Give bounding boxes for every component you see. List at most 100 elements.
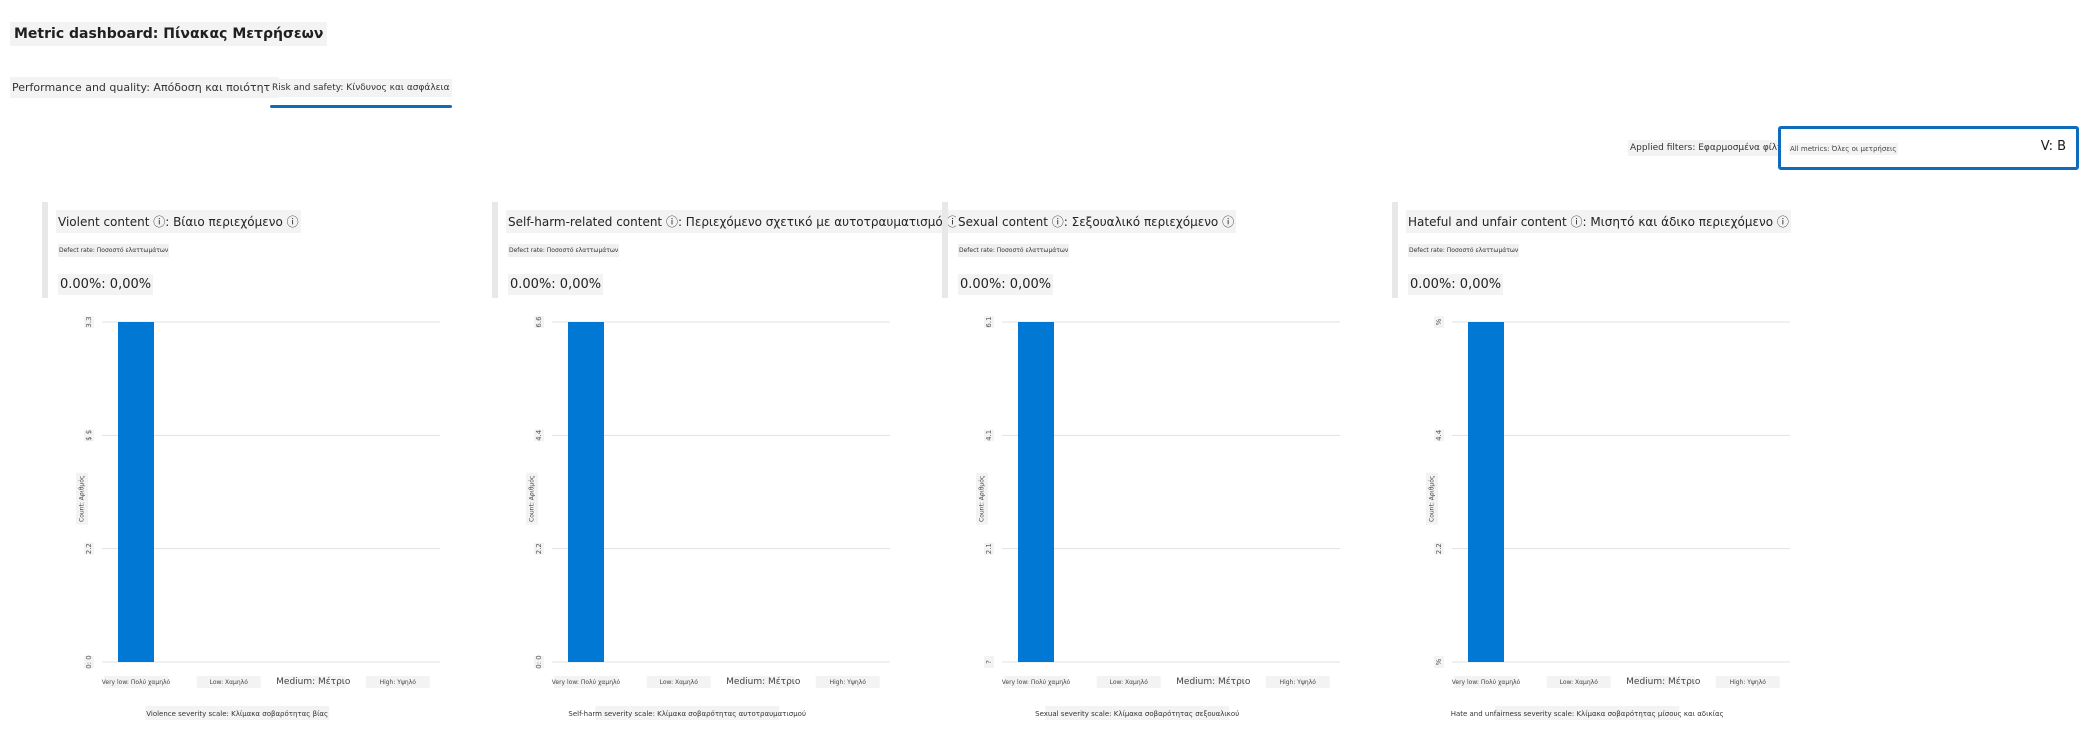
card-title: Violent content ⓘ: Βίαιο περιεχόμενο ⓘ xyxy=(56,210,301,233)
x-tick-label: High: Υψηλό xyxy=(830,679,867,686)
defect-rate-value: 0.00%: 0,00% xyxy=(1408,274,1504,295)
bar-0 xyxy=(118,322,154,662)
y-axis-label-background xyxy=(76,472,88,525)
tab-risk-safety[interactable]: Risk and safety: Κίνδυνος και ασφάλεια xyxy=(270,72,452,108)
y-tick-background xyxy=(534,656,544,668)
y-tick-background xyxy=(84,542,94,555)
y-tick-background xyxy=(1434,429,1444,442)
y-tick-background xyxy=(984,316,994,328)
violent-content-card: Violent content ⓘ: Βίαιο περιεχόμενο ⓘ D… xyxy=(42,200,462,740)
x-tick-background xyxy=(281,676,346,688)
defect-rate-value: 0.00%: 0,00% xyxy=(58,274,154,295)
bar-0 xyxy=(568,322,604,662)
y-tick-label: $ $ xyxy=(85,430,93,441)
y-axis-label-background xyxy=(526,472,538,525)
x-axis-label: Sexual severity scale: Κλίμακα σοβαρότητ… xyxy=(1035,710,1239,718)
y-tick-background xyxy=(984,429,994,442)
x-tick-background xyxy=(646,676,711,688)
x-tick-label: Medium: Μέτριο xyxy=(726,676,801,687)
bar-0 xyxy=(1018,322,1054,662)
x-tick-label: Medium: Μέτριο xyxy=(1626,676,1701,687)
y-tick-label: 2.2 xyxy=(1435,543,1443,554)
metrics-filter-dropdown[interactable]: All metrics: Όλες οι μετρήσεις V: B xyxy=(1778,126,2079,170)
y-tick-background xyxy=(84,316,94,328)
applied-filters-label: Applied filters: Εφαρμοσμένα φίλτρα xyxy=(1628,140,1797,156)
y-tick-background xyxy=(984,656,994,668)
severity-bar-chart: ? 2.1 4.1 6.1 Count: Αριθμός Very low: Πολύ χ… xyxy=(976,316,1340,720)
chevron-down-icon: V: B xyxy=(2040,139,2066,154)
severity-bar-chart: 0: 0 2.2 $ $ 3.3 Count: Αριθμός Very low: Πολ… xyxy=(76,316,440,720)
card-title: Sexual content ⓘ: Σεξουαλικό περιεχόμενο… xyxy=(956,210,1237,233)
x-tick-label: High: Υψηλό xyxy=(380,679,417,686)
card-accent-bar xyxy=(942,202,948,298)
x-axis-label: Self-harm severity scale: Κλίμακα σοβαρό… xyxy=(568,710,806,718)
y-tick-label: % xyxy=(1435,658,1443,665)
y-tick-background xyxy=(534,429,544,442)
sexual-content-card: Sexual content ⓘ: Σεξουαλικό περιεχόμενο… xyxy=(942,200,1362,740)
y-tick-background xyxy=(534,316,544,328)
x-axis-label-background xyxy=(1045,706,1230,720)
x-tick-background xyxy=(196,676,261,688)
x-tick-background xyxy=(554,676,618,688)
x-tick-label: High: Υψηλό xyxy=(1730,679,1767,686)
y-tick-label: 4.1 xyxy=(985,430,993,441)
x-tick-background xyxy=(1631,676,1696,688)
defect-rate-label: Defect rate: Ποσοστό ελαττωμάτων xyxy=(958,244,1070,257)
y-tick-label: 0: 0 xyxy=(85,655,93,669)
x-tick-label: Very low: Πολύ χαμηλό xyxy=(102,679,171,686)
x-tick-label: Low: Χαμηλό xyxy=(210,679,249,686)
x-tick-label: High: Υψηλό xyxy=(1280,679,1317,686)
y-tick-background xyxy=(534,542,544,555)
y-tick-label: 6.1 xyxy=(985,316,993,327)
x-tick-label: Very low: Πολύ χαμηλό xyxy=(1002,679,1071,686)
x-tick-background xyxy=(815,676,880,688)
tab-performance-quality[interactable]: Performance and quality: Απόδοση και ποι… xyxy=(10,72,280,104)
defect-rate-value: 0.00%: 0,00% xyxy=(508,274,604,295)
x-axis-label-background xyxy=(1495,706,1680,720)
x-tick-label: Very low: Πολύ χαμηλό xyxy=(1452,679,1521,686)
y-axis-label: Count: Αριθμός xyxy=(529,476,536,522)
y-tick-label: ? xyxy=(985,660,993,664)
y-axis-label: Count: Αριθμός xyxy=(79,476,86,522)
card-accent-bar xyxy=(492,202,498,298)
x-tick-background xyxy=(731,676,796,688)
x-tick-background xyxy=(1096,676,1161,688)
y-tick-label: % xyxy=(1435,318,1443,325)
y-tick-label: 4.4 xyxy=(535,429,543,441)
y-tick-background xyxy=(84,429,94,442)
x-tick-label: Low: Χαμηλό xyxy=(1110,679,1149,686)
tab-label: Performance and quality: Απόδοση και ποι… xyxy=(10,77,280,98)
y-tick-background xyxy=(984,542,994,555)
severity-bar-chart: 0: 0 2.2 4.4 6.6 Count: Αριθμός Very low: Πολ… xyxy=(526,316,890,720)
y-tick-background xyxy=(84,656,94,668)
y-tick-label: 0: 0 xyxy=(535,655,543,669)
y-tick-label: 2.1 xyxy=(985,543,993,554)
x-tick-label: Very low: Πολύ χαμηλό xyxy=(552,679,621,686)
x-tick-label: Low: Χαμηλό xyxy=(1560,679,1599,686)
y-tick-background xyxy=(1434,656,1444,668)
x-tick-label: Medium: Μέτριο xyxy=(1176,676,1251,687)
defect-rate-value: 0.00%: 0,00% xyxy=(958,274,1054,295)
x-tick-background xyxy=(1265,676,1330,688)
y-tick-label: 3.3 xyxy=(85,316,93,327)
y-tick-label: 6.6 xyxy=(535,316,543,328)
bar-0 xyxy=(1468,322,1504,662)
severity-bar-chart: % 2.2 4.4% Count: Αριθμός Very low: Πολύ χαμ… xyxy=(1426,316,1790,720)
page-title: Metric dashboard: Πίνακας Μετρήσεων xyxy=(10,22,328,46)
x-tick-background xyxy=(1454,676,1518,688)
filter-selected-value: All metrics: Όλες οι μετρήσεις xyxy=(1789,143,1898,155)
defect-rate-label: Defect rate: Ποσοστό ελαττωμάτων xyxy=(508,244,620,257)
y-axis-label-background xyxy=(976,472,988,525)
y-tick-label: 4.4 xyxy=(1435,429,1443,441)
y-axis-label: Count: Αριθμός xyxy=(979,476,986,522)
hateful-unfair-content-card: Hateful and unfair content ⓘ: Μισητό και… xyxy=(1392,200,1812,740)
x-axis-label: Hate and unfairness severity scale: Κλίμ… xyxy=(1451,710,1724,718)
y-tick-background xyxy=(1434,542,1444,555)
y-axis-label: Count: Αριθμός xyxy=(1429,476,1436,522)
y-tick-label: 2.2 xyxy=(85,543,93,554)
card-accent-bar xyxy=(1392,202,1398,298)
x-tick-background xyxy=(1004,676,1068,688)
card-title: Self-harm-related content ⓘ: Περιεχόμενο… xyxy=(506,210,961,233)
x-tick-background xyxy=(365,676,430,688)
x-tick-background xyxy=(1181,676,1246,688)
